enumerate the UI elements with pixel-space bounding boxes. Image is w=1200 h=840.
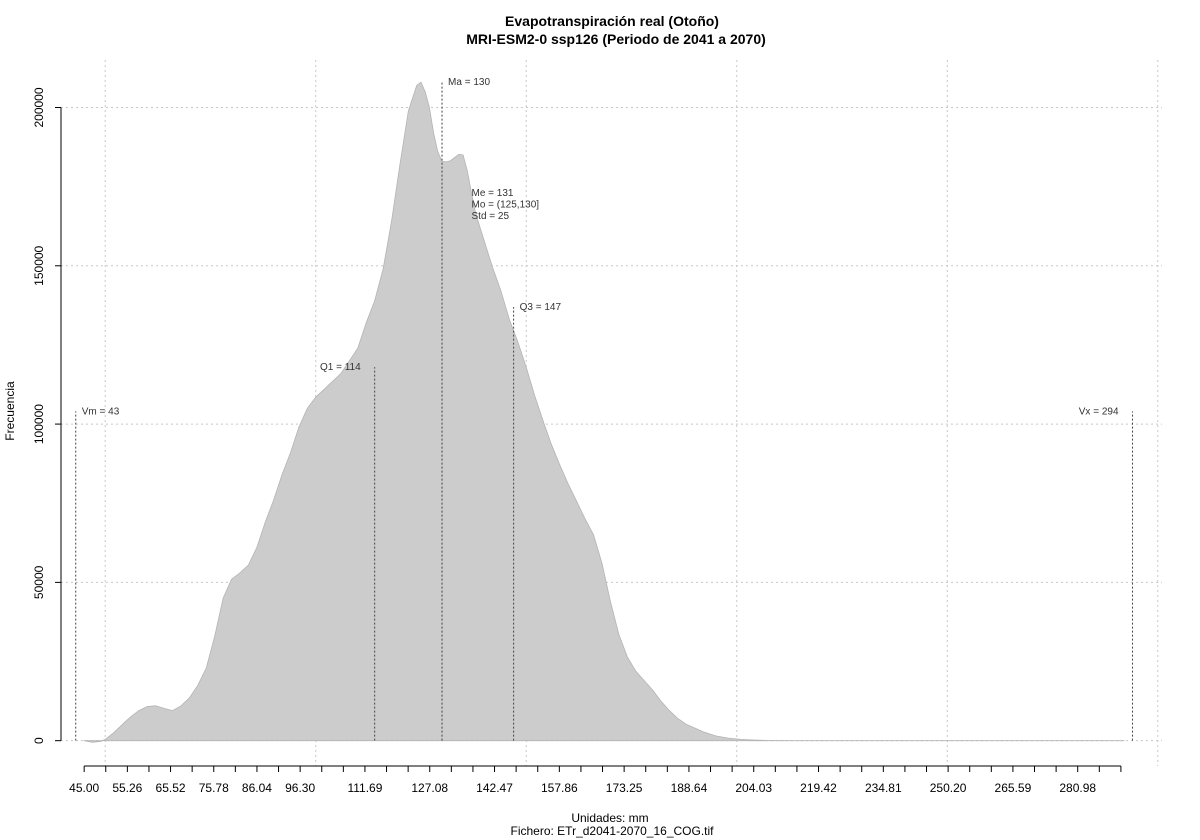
x-tick-label: 111.69: [347, 781, 382, 795]
stat-label: Vm = 43: [82, 406, 120, 417]
stats-summary-line: Std = 25: [472, 211, 510, 222]
stats-summary-line: Me = 131: [472, 188, 514, 199]
x-axis-title: Unidades: mm: [571, 811, 648, 825]
y-axis-title: Frecuencia: [3, 381, 17, 441]
x-tick-label: 86.04: [242, 781, 272, 795]
stat-label: Q3 = 147: [520, 302, 562, 313]
chart-subtitle: MRI-ESM2-0 ssp126 (Periodo de 2041 a 207…: [466, 31, 766, 47]
y-tick-label: 200000: [32, 87, 46, 127]
y-tick-label: 50000: [32, 565, 46, 599]
x-tick-label: 157.86: [541, 781, 578, 795]
density-area: [82, 81, 1125, 743]
x-tick-label: 265.59: [995, 781, 1032, 795]
chart-title: Evapotranspiración real (Otoño): [505, 13, 719, 29]
stat-label: Q1 = 114: [320, 362, 361, 373]
x-tick-label: 55.26: [112, 781, 142, 795]
y-tick-label: 100000: [32, 404, 46, 444]
density-area-layer: [82, 81, 1125, 743]
y-tick-label: 150000: [32, 245, 46, 285]
file-caption: Fichero: ETr_d2041-2070_16_COG.tif: [511, 824, 715, 838]
x-tick-label: 173.25: [606, 781, 643, 795]
x-tick-label: 204.03: [735, 781, 772, 795]
x-tick-label: 127.08: [411, 781, 448, 795]
x-tick-label: 219.42: [800, 781, 837, 795]
stats-summary-line: Mo = (125,130]: [472, 200, 540, 211]
x-tick-label: 65.52: [156, 781, 186, 795]
x-tick-label: 96.30: [285, 781, 315, 795]
x-tick-label: 188.64: [671, 781, 708, 795]
x-tick-label: 234.81: [865, 781, 902, 795]
stat-lines-layer: Vm = 43 Q1 = 114 Ma = 130 Q3 = 147 Vx = 294 M…: [75, 77, 1134, 741]
stat-label: Vx = 294: [1079, 406, 1119, 417]
x-tick-label: 75.78: [199, 781, 229, 795]
y-tick-label: 0: [32, 737, 46, 744]
stat-label: Ma = 130: [448, 77, 490, 88]
x-tick-label: 280.98: [1059, 781, 1096, 795]
x-tick-label: 45.00: [69, 781, 99, 795]
x-tick-label: 142.47: [476, 781, 513, 795]
axes: 45.00 55.26 65.52 75.78 86.04 96.30 111.69 127.…: [32, 87, 1122, 795]
x-tick-label: 250.20: [930, 781, 967, 795]
